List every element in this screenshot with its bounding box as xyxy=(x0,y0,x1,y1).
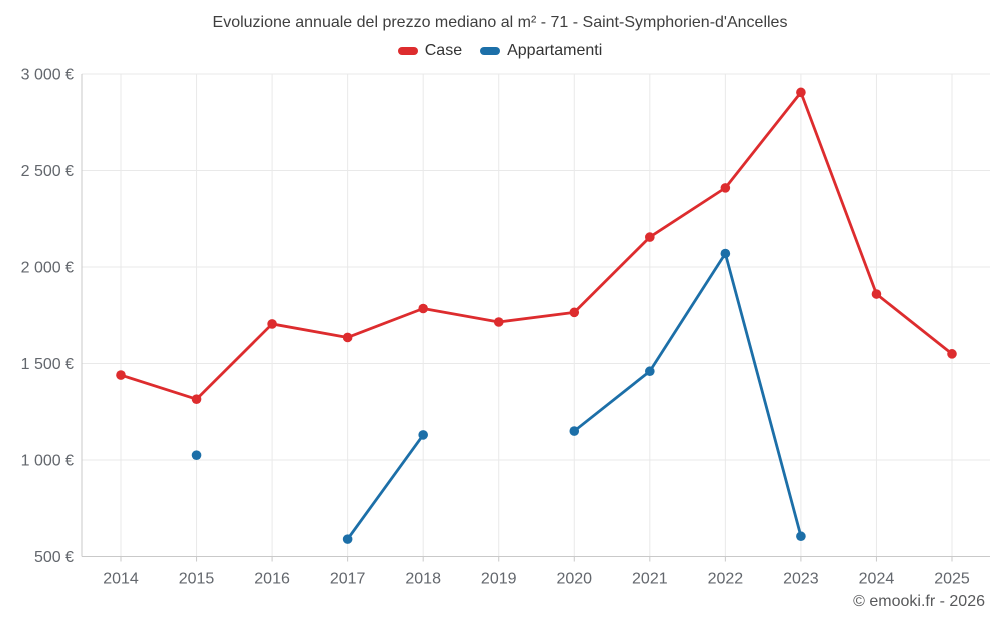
x-tick-label: 2015 xyxy=(179,571,215,588)
y-tick-label: 3 000 € xyxy=(21,67,74,84)
chart-title: Evoluzione annuale del prezzo mediano al… xyxy=(212,14,788,31)
x-tick-label: 2018 xyxy=(405,571,441,588)
y-tick-label: 2 000 € xyxy=(21,260,74,277)
y-tick-label: 1 500 € xyxy=(21,356,74,373)
point-case-2024 xyxy=(871,289,882,299)
legend-label-appartamenti: Appartamenti xyxy=(507,42,603,59)
legend-item-case[interactable]: Case xyxy=(397,42,463,60)
point-appartamenti-2018 xyxy=(418,430,428,440)
chart-legend: Case Appartamenti xyxy=(0,42,1000,60)
y-tick-label: 500 € xyxy=(34,549,74,566)
y-tick-label: 2 500 € xyxy=(21,163,74,180)
legend-marker-case-icon xyxy=(397,47,418,55)
x-tick-label: 2019 xyxy=(481,571,517,588)
point-appartamenti-2023 xyxy=(796,531,806,542)
point-case-2018 xyxy=(418,303,428,314)
x-tick-label: 2022 xyxy=(708,571,744,588)
x-tick-label: 2016 xyxy=(254,571,290,588)
point-appartamenti-2020 xyxy=(569,426,580,436)
point-appartamenti-2022 xyxy=(720,248,731,259)
point-case-2015 xyxy=(191,394,202,405)
point-case-2019 xyxy=(493,317,504,327)
y-tick-label: 1 000 € xyxy=(21,453,74,470)
point-case-2022 xyxy=(720,183,731,193)
point-case-2017 xyxy=(342,332,353,343)
point-case-2023 xyxy=(796,87,806,98)
x-tick-label: 2023 xyxy=(783,571,819,588)
legend-label-case: Case xyxy=(424,42,463,59)
series-line-appartamenti xyxy=(346,433,425,541)
point-case-2014 xyxy=(116,370,126,380)
x-tick-label: 2020 xyxy=(556,571,592,588)
copyright-watermark: © emooki.fr - 2026 xyxy=(853,593,985,610)
point-appartamenti-2015 xyxy=(191,450,202,460)
point-case-2021 xyxy=(645,232,655,242)
x-tick-label: 2025 xyxy=(934,571,970,588)
point-appartamenti-2017 xyxy=(342,534,353,544)
legend-item-appartamenti[interactable]: Appartamenti xyxy=(480,42,602,60)
series-line-appartamenti xyxy=(572,252,803,538)
point-case-2020 xyxy=(569,307,580,318)
x-tick-label: 2021 xyxy=(632,571,668,588)
x-tick-label: 2017 xyxy=(330,571,366,588)
x-tick-label: 2014 xyxy=(103,571,139,588)
point-case-2016 xyxy=(267,319,277,329)
x-tick-label: 2024 xyxy=(859,571,895,588)
point-case-2025 xyxy=(947,349,957,359)
series-line-case xyxy=(119,90,954,401)
legend-marker-appartamenti-icon xyxy=(480,47,501,55)
point-appartamenti-2021 xyxy=(645,366,655,377)
